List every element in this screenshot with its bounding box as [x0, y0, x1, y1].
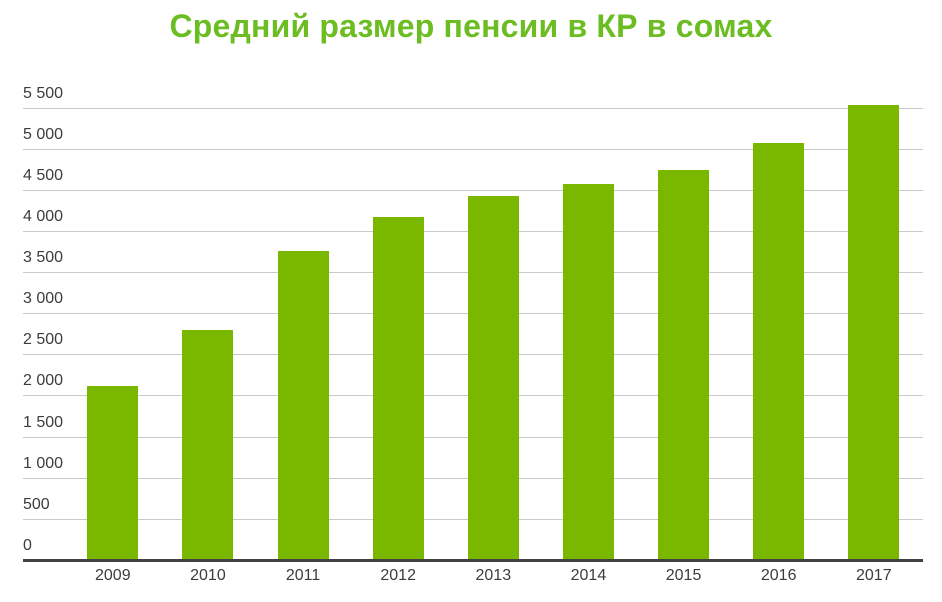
y-axis-tick-label: 4 500	[23, 166, 64, 184]
bar-2009	[87, 386, 139, 559]
y-axis-tick-label: 5 000	[23, 125, 64, 143]
x-axis-label-2015: 2015	[665, 567, 702, 584]
y-axis-tick-label: 500	[23, 495, 50, 513]
bar-2013	[467, 196, 519, 559]
gridline-4500	[23, 189, 923, 191]
bar-2016	[753, 142, 805, 559]
chart-title: Средний размер пенсии в КР в сомах	[169, 8, 773, 44]
y-axis-tick-label: 0	[23, 537, 32, 554]
bar-2015	[658, 169, 710, 559]
x-axis-line	[23, 559, 923, 562]
y-axis-tick-label: 3 500	[23, 249, 64, 267]
bar-2012	[372, 216, 424, 559]
x-axis-label-2016: 2016	[760, 567, 797, 584]
x-axis-label-2013: 2013	[475, 567, 512, 584]
y-axis-tick-label: 1 000	[23, 454, 64, 472]
bar-2017	[848, 105, 900, 559]
gridline-5500	[23, 107, 923, 109]
x-axis-label-2012: 2012	[380, 567, 416, 584]
x-axis-label-2010: 2010	[190, 567, 226, 584]
x-axis-label-2014: 2014	[570, 567, 607, 584]
x-axis-label-2017: 2017	[856, 567, 892, 584]
y-axis-tick-label: 1 500	[23, 413, 64, 431]
y-axis-tick-label: 2 000	[23, 372, 64, 390]
y-axis-tick-label: 2 500	[23, 331, 64, 349]
x-axis-label-2011: 2011	[285, 567, 321, 584]
bar-2011	[277, 250, 329, 559]
gridline-5000	[23, 148, 923, 150]
y-axis-tick-label: 3 000	[23, 290, 64, 308]
bar-2014	[562, 184, 614, 559]
y-axis-tick-label: 5 500	[23, 84, 64, 102]
x-axis-label-2009: 2009	[95, 567, 131, 584]
bar-2010	[182, 330, 234, 559]
y-axis-tick-label: 4 000	[23, 207, 64, 225]
